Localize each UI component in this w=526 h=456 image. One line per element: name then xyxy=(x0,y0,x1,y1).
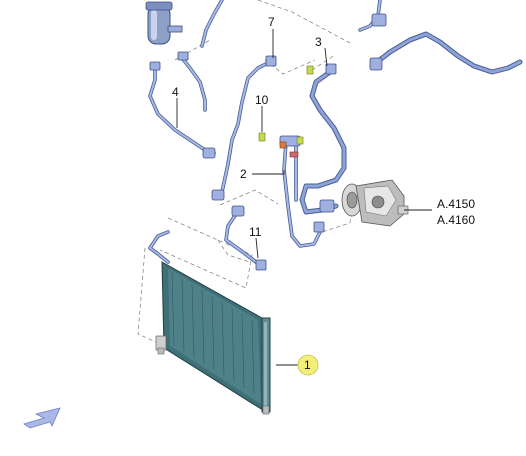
callout-11: 11 xyxy=(249,225,262,239)
fittings xyxy=(149,13,387,271)
callout-labels: 7 3 4 10 2 11 1 xyxy=(172,15,322,376)
callout-2: 2 xyxy=(240,167,247,181)
condenser xyxy=(155,261,271,415)
reference-a4150: A.4150 xyxy=(437,197,475,211)
callout-1: 1 xyxy=(304,358,311,372)
leader-lines xyxy=(176,29,432,366)
callout-3: 3 xyxy=(315,35,322,49)
compressor xyxy=(341,179,409,227)
callout-4: 4 xyxy=(172,85,179,99)
receiver-drier xyxy=(145,1,183,45)
callout-7: 7 xyxy=(268,15,275,29)
reference-a4160: A.4160 xyxy=(437,213,475,227)
callout-1-highlight xyxy=(297,354,319,376)
hose-lines xyxy=(148,0,523,270)
callout-10: 10 xyxy=(255,93,269,107)
arrow-left-down-icon[interactable] xyxy=(23,407,61,429)
reference-labels: A.4150 A.4160 xyxy=(437,197,475,227)
